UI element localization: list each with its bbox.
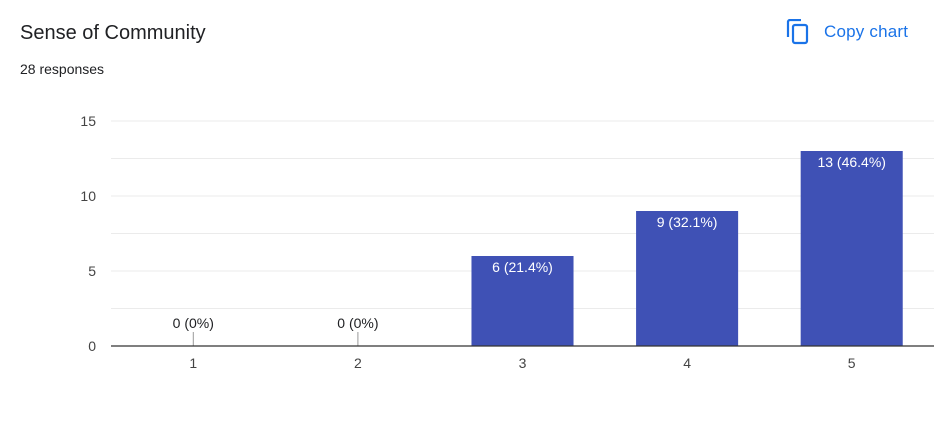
- copy-chart-button[interactable]: Copy chart: [780, 14, 914, 50]
- y-tick-label: 15: [80, 113, 96, 129]
- data-label-4: 9 (32.1%): [657, 214, 718, 230]
- data-label-5: 13 (46.4%): [817, 154, 885, 170]
- bar-5[interactable]: [800, 151, 903, 346]
- y-tick-label: 10: [80, 188, 96, 204]
- x-tick-label: 2: [354, 355, 362, 371]
- x-tick-label: 3: [519, 355, 527, 371]
- y-tick-label: 5: [88, 263, 96, 279]
- copy-icon: [786, 19, 809, 45]
- x-tick-label: 4: [683, 355, 691, 371]
- copy-chart-label: Copy chart: [824, 22, 909, 41]
- data-label-2: 0 (0%): [337, 315, 378, 331]
- chart-title: Sense of Community: [20, 22, 206, 44]
- data-label-3: 6 (21.4%): [492, 259, 553, 275]
- response-count: 28 responses: [20, 61, 105, 77]
- data-label-1: 0 (0%): [173, 315, 214, 331]
- x-tick-label: 1: [189, 355, 197, 371]
- bar-4[interactable]: [636, 211, 739, 346]
- y-tick-label: 0: [88, 338, 96, 354]
- labels: 0 5 10 15 0 (0%) 1 0 (0%) 2 6 (21.4%) 3 9 (32.1%) 4…: [80, 113, 886, 371]
- bars: [192, 151, 903, 346]
- x-tick-label: 5: [848, 355, 856, 371]
- bar-3[interactable]: [471, 256, 574, 346]
